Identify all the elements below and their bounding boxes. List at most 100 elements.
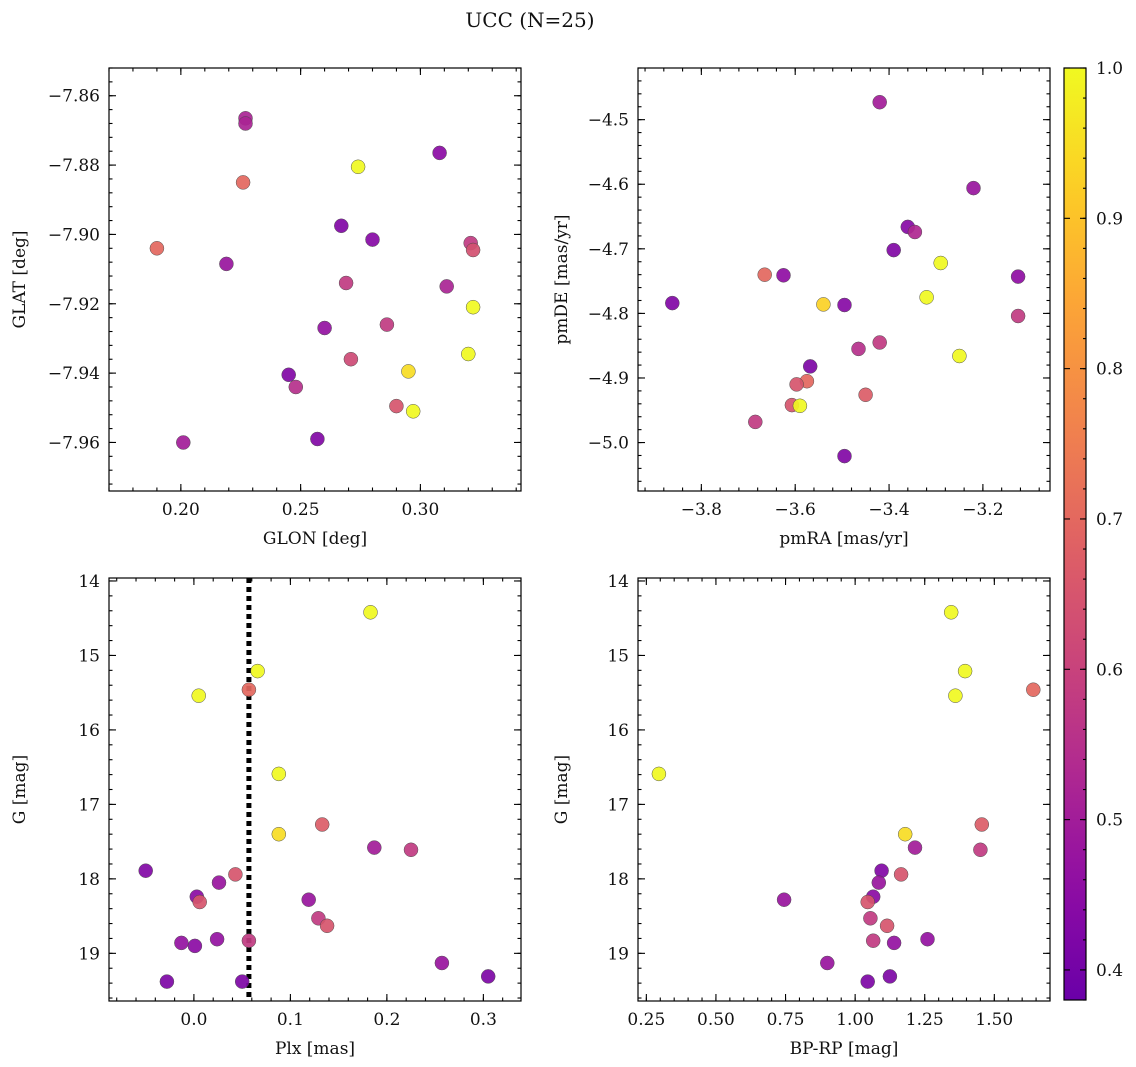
data-point — [872, 94, 887, 110]
colorbar-tick-label: 0.6 — [1096, 660, 1123, 680]
data-point — [241, 682, 257, 697]
data-point — [403, 842, 419, 858]
colorbar-tick-label: 1.0 — [1096, 59, 1123, 79]
data-point — [882, 969, 898, 984]
y-tick-label: −7.90 — [48, 225, 100, 245]
y-tick-label: 16 — [607, 721, 629, 741]
y-tick-label: −4.9 — [588, 369, 629, 389]
data-point — [966, 180, 981, 196]
data-point — [920, 931, 935, 947]
y-tick-label: 15 — [607, 646, 629, 666]
data-point — [748, 414, 763, 430]
data-point — [238, 116, 253, 131]
data-point — [1026, 682, 1041, 697]
x-tick-label: 1.50 — [975, 1010, 1013, 1030]
x-tick-label: 1.25 — [906, 1010, 944, 1030]
y-tick-label: 14 — [78, 572, 100, 592]
data-point — [209, 931, 225, 947]
x-tick-label: 0.75 — [767, 1010, 805, 1030]
x-tick-label: 0.3 — [470, 1010, 497, 1030]
data-point — [432, 145, 447, 161]
data-point — [897, 826, 913, 842]
y-axis-label: G [mag] — [10, 755, 30, 824]
data-point — [973, 842, 988, 858]
colorbar-gradient — [1064, 68, 1086, 1000]
data-point — [176, 435, 191, 450]
data-point — [250, 663, 265, 679]
data-point — [837, 448, 852, 464]
colorbar-tick-label: 0.8 — [1096, 360, 1123, 380]
y-tick-label: 19 — [78, 944, 100, 964]
data-point — [974, 817, 990, 832]
colorbar-tick-label: 0.5 — [1096, 811, 1123, 831]
data-point — [271, 826, 287, 842]
data-point — [860, 974, 875, 989]
data-point — [192, 894, 207, 910]
y-axis-label: pmDE [mas/yr] — [552, 214, 572, 344]
data-point — [350, 159, 366, 175]
data-point — [907, 840, 923, 855]
colorbar: 0.4 0.5 0.6 0.7 0.8 0.9 1.0 — [1063, 59, 1123, 1001]
data-point — [367, 840, 382, 855]
data-point — [837, 297, 852, 313]
y-tick-label: 14 — [607, 572, 629, 592]
data-point — [281, 367, 296, 383]
data-point — [228, 867, 243, 882]
data-point — [943, 605, 959, 620]
data-point — [860, 894, 875, 910]
data-point — [365, 232, 380, 247]
y-tick-label: −7.96 — [48, 433, 100, 453]
x-tick-label: 0.0 — [180, 1010, 207, 1030]
x-tick-label: −3.6 — [775, 500, 816, 520]
data-point — [334, 218, 349, 234]
x-tick-label: −3.2 — [962, 500, 1003, 520]
data-point — [234, 974, 250, 989]
data-point — [865, 933, 881, 948]
data-point — [874, 863, 889, 878]
plot-area — [638, 68, 1050, 491]
data-point — [379, 317, 395, 332]
axes-frame — [108, 67, 522, 492]
figure-title: UCC (N=25) — [465, 8, 594, 32]
data-point — [439, 279, 454, 294]
data-point — [219, 256, 234, 272]
x-axis-label: BP-RP [mag] — [790, 1039, 899, 1059]
data-point — [933, 255, 948, 271]
x-tick-label: 0.25 — [282, 500, 320, 520]
x-tick-label: 0.50 — [697, 1010, 735, 1030]
data-point — [211, 875, 227, 890]
axes-frame — [637, 67, 1051, 492]
x-tick-label: 1.00 — [836, 1010, 874, 1030]
plot-area — [109, 578, 521, 1001]
data-point — [191, 688, 206, 703]
x-tick-label: 0.1 — [277, 1010, 304, 1030]
colorbar-tick-label: 0.7 — [1096, 510, 1123, 530]
data-point — [816, 297, 831, 312]
data-point — [820, 955, 835, 971]
data-point — [665, 295, 680, 311]
y-tick-label: 18 — [607, 870, 629, 890]
data-point — [858, 387, 873, 403]
y-tick-label: −4.5 — [588, 111, 629, 131]
data-point — [863, 911, 878, 926]
y-tick-label: 19 — [607, 944, 629, 964]
data-point — [776, 892, 792, 907]
data-point — [651, 766, 667, 782]
data-point — [957, 663, 973, 679]
y-tick-label: −7.88 — [48, 156, 100, 176]
y-tick-label: −4.8 — [588, 304, 629, 324]
data-point — [343, 351, 359, 367]
data-point — [241, 933, 257, 948]
y-tick-label: −7.86 — [48, 87, 100, 107]
data-point — [886, 242, 901, 258]
data-point — [1010, 269, 1026, 284]
data-point — [948, 688, 963, 703]
colorbar-tick-label: 0.4 — [1096, 961, 1123, 981]
x-tick-label: 0.2 — [373, 1010, 400, 1030]
data-point — [314, 817, 330, 832]
x-axis-label: GLON [deg] — [263, 529, 367, 549]
data-point — [465, 242, 481, 258]
y-tick-label: −5.0 — [588, 434, 629, 454]
data-point — [389, 398, 404, 414]
